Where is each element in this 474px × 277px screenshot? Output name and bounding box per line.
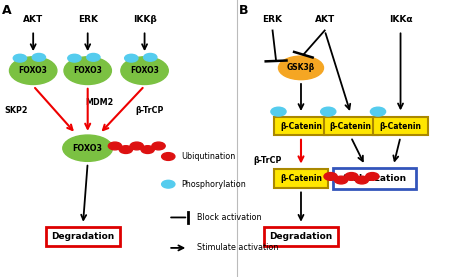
FancyBboxPatch shape: [274, 117, 328, 135]
FancyBboxPatch shape: [264, 227, 337, 246]
Text: Ubiqutination: Ubiqutination: [182, 152, 236, 161]
FancyBboxPatch shape: [274, 169, 328, 188]
Circle shape: [119, 146, 132, 153]
Text: FOXO3: FOXO3: [73, 144, 103, 153]
Circle shape: [144, 53, 157, 61]
Text: AKT: AKT: [23, 15, 43, 24]
Circle shape: [68, 54, 81, 62]
Text: SKP2: SKP2: [5, 106, 28, 115]
Circle shape: [108, 142, 121, 150]
Text: IKKβ: IKKβ: [133, 15, 156, 24]
FancyBboxPatch shape: [46, 227, 119, 246]
Ellipse shape: [279, 56, 323, 80]
Text: ERK: ERK: [78, 15, 98, 24]
Text: β-Catenin: β-Catenin: [330, 122, 372, 130]
Text: Stabilization: Stabilization: [342, 174, 407, 183]
Circle shape: [324, 173, 337, 180]
Text: β-Catenin: β-Catenin: [280, 122, 322, 130]
Text: Phosphorylation: Phosphorylation: [182, 180, 246, 189]
Text: A: A: [2, 4, 12, 17]
Text: Degradation: Degradation: [51, 232, 115, 241]
Circle shape: [125, 54, 138, 62]
Ellipse shape: [64, 57, 111, 84]
Ellipse shape: [121, 57, 168, 84]
Circle shape: [365, 173, 379, 180]
Text: Stimulate activation: Stimulate activation: [197, 243, 278, 252]
Text: FOXO3: FOXO3: [130, 66, 159, 75]
Circle shape: [13, 54, 27, 62]
Text: MDM2: MDM2: [85, 98, 114, 107]
Circle shape: [370, 107, 385, 116]
Text: Block activation: Block activation: [197, 213, 261, 222]
Text: β-TrCP: β-TrCP: [254, 156, 282, 165]
FancyBboxPatch shape: [333, 168, 416, 189]
Text: β-Catenin: β-Catenin: [380, 122, 421, 130]
Circle shape: [141, 146, 155, 153]
Text: GSK3β: GSK3β: [287, 63, 315, 72]
Circle shape: [162, 180, 175, 188]
Text: IKKα: IKKα: [389, 15, 412, 24]
Circle shape: [320, 107, 336, 116]
Text: B: B: [239, 4, 249, 17]
Text: AKT: AKT: [315, 15, 335, 24]
Text: ERK: ERK: [263, 15, 283, 24]
Text: Degradation: Degradation: [269, 232, 333, 241]
Text: FOXO3: FOXO3: [73, 66, 102, 75]
Circle shape: [87, 53, 100, 61]
Circle shape: [32, 53, 46, 61]
Text: FOXO3: FOXO3: [19, 66, 47, 75]
Text: β-Catenin: β-Catenin: [280, 174, 322, 183]
Circle shape: [356, 176, 369, 184]
Circle shape: [130, 142, 143, 150]
Circle shape: [152, 142, 165, 150]
FancyBboxPatch shape: [373, 117, 428, 135]
Circle shape: [162, 153, 175, 160]
Circle shape: [271, 107, 286, 116]
Ellipse shape: [63, 135, 112, 161]
FancyBboxPatch shape: [323, 117, 378, 135]
Circle shape: [345, 173, 358, 180]
Circle shape: [334, 176, 348, 184]
Text: β-TrCP: β-TrCP: [135, 106, 164, 115]
Ellipse shape: [9, 57, 57, 84]
